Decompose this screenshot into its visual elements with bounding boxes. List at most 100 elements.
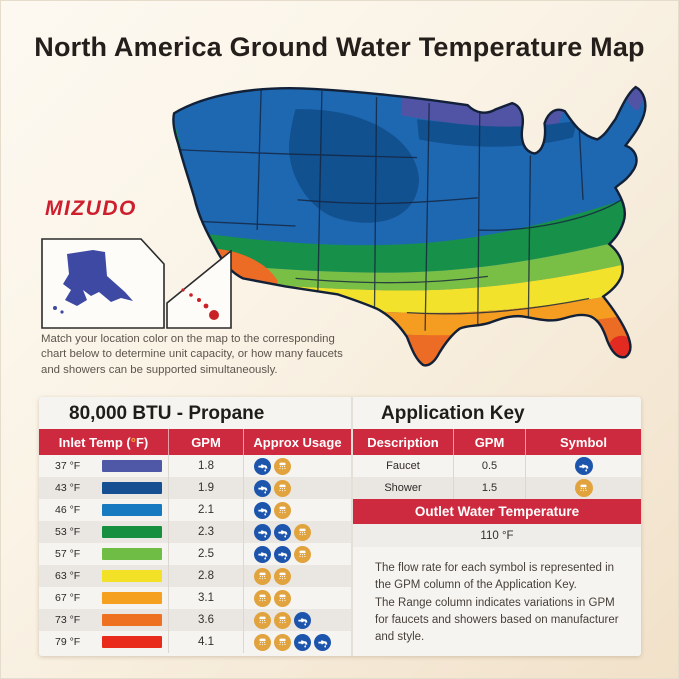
- gpm-cell: 1.9: [169, 477, 244, 499]
- inlet-temp-label: 53 °F: [55, 526, 81, 538]
- inlet-temp-label: 37 °F: [55, 460, 81, 472]
- description-cell: Shower: [353, 477, 454, 499]
- description-cell: Faucet: [353, 455, 454, 477]
- tables-panel: 80,000 BTU - Propane Inlet Temp (° F) GPM…: [39, 397, 641, 656]
- approx-usage-cell: [244, 521, 351, 543]
- capacity-table-row: 79 °F 4.1: [39, 631, 351, 653]
- faucet-icon: [274, 523, 291, 541]
- intro-line: chart below to determine unit capacity, …: [41, 348, 343, 361]
- approx-usage-cell: [244, 543, 351, 565]
- inlet-temp-label: 67 °F: [55, 592, 81, 604]
- intro-text: Match your location color on the map to …: [41, 332, 343, 378]
- inlet-temp-cell: 53 °F: [39, 521, 169, 543]
- intro-line: Match your location color on the map to …: [41, 333, 335, 345]
- temperature-color-swatch: [102, 460, 162, 472]
- temperature-color-swatch: [102, 526, 162, 538]
- gpm-cell: 2.5: [169, 543, 244, 565]
- capacity-table-row: 46 °F 2.1: [39, 499, 351, 521]
- faucet-icon: [314, 633, 331, 651]
- approx-usage-cell: [244, 499, 351, 521]
- brand-logo: MIZUDO: [45, 197, 137, 220]
- temperature-color-swatch: [102, 548, 162, 560]
- faucet-icon: [254, 523, 271, 541]
- alaska-inset-map: [41, 238, 165, 329]
- temperature-color-swatch: [102, 636, 162, 648]
- faucet-icon: [294, 633, 311, 651]
- column-header-description: Description: [353, 429, 454, 455]
- inlet-temp-label: 57 °F: [55, 548, 81, 560]
- approx-usage-cell: [244, 609, 351, 631]
- temperature-color-swatch: [102, 614, 162, 626]
- faucet-icon: [254, 501, 271, 519]
- inlet-temp-label: 79 °F: [55, 636, 81, 648]
- inlet-temp-cell: 67 °F: [39, 587, 169, 609]
- shower-icon: [274, 567, 291, 585]
- capacity-table-header: Inlet Temp (° F) GPM Approx Usage: [39, 429, 351, 455]
- hawaii-inset-map: [166, 250, 232, 329]
- shower-icon: [274, 479, 291, 497]
- inlet-temp-cell: 63 °F: [39, 565, 169, 587]
- capacity-table-row: 43 °F 1.9: [39, 477, 351, 499]
- note-line: The Range column indicates variations in…: [375, 596, 615, 609]
- degree-symbol: °: [130, 434, 136, 450]
- shower-icon: [274, 633, 291, 651]
- gpm-cell: 2.8: [169, 565, 244, 587]
- inlet-temp-cell: 43 °F: [39, 477, 169, 499]
- symbol-cell: [526, 455, 641, 477]
- application-key-title: Application Key: [381, 403, 525, 424]
- shower-icon: [254, 589, 271, 607]
- column-header-inlet-temp: Inlet Temp (° F): [39, 429, 169, 455]
- approx-usage-cell: [244, 565, 351, 587]
- shower-icon: [574, 479, 593, 497]
- application-key-section: Application Key Description GPM Symbol F…: [353, 397, 641, 656]
- inlet-temp-label: 63 °F: [55, 570, 81, 582]
- gpm-cell: 4.1: [169, 631, 244, 653]
- capacity-table-row: 73 °F 3.6: [39, 609, 351, 631]
- outlet-temperature-banner: Outlet Water Temperature: [353, 499, 641, 524]
- capacity-table-title: 80,000 BTU - Propane: [69, 403, 265, 424]
- shower-icon: [254, 633, 271, 651]
- gpm-cell: 3.6: [169, 609, 244, 631]
- shower-icon: [274, 611, 291, 629]
- approx-usage-cell: [244, 587, 351, 609]
- note-line: the GPM column of the Application Key.: [375, 579, 577, 592]
- column-header-symbol: Symbol: [560, 434, 607, 450]
- key-gpm-cell: 0.5: [454, 455, 526, 477]
- column-header-gpm: GPM: [169, 429, 244, 455]
- approx-usage-cell: [244, 455, 351, 477]
- page-title: North America Ground Water Temperature M…: [34, 32, 645, 62]
- application-key-body: Faucet 0.5 Shower 1.5: [353, 455, 641, 499]
- approx-usage-cell: [244, 477, 351, 499]
- gpm-cell: 2.3: [169, 521, 244, 543]
- inlet-temp-cell: 37 °F: [39, 455, 169, 477]
- inlet-temp-label: 43 °F: [55, 482, 81, 494]
- approx-usage-cell: [244, 631, 351, 653]
- faucet-icon: [294, 611, 311, 629]
- shower-icon: [274, 589, 291, 607]
- capacity-table-row: 57 °F 2.5: [39, 543, 351, 565]
- inlet-temp-cell: 79 °F: [39, 631, 169, 653]
- intro-line: and showers can be supported simultaneou…: [41, 363, 278, 376]
- key-gpm-cell: 1.5: [454, 477, 526, 499]
- gpm-cell: 2.1: [169, 499, 244, 521]
- capacity-table-row: 63 °F 2.8: [39, 565, 351, 587]
- gpm-cell: 1.8: [169, 455, 244, 477]
- faucet-icon: [254, 457, 271, 475]
- inlet-temp-cell: 46 °F: [39, 499, 169, 521]
- inlet-temp-label: 46 °F: [55, 504, 81, 516]
- inlet-temp-label: 73 °F: [55, 614, 81, 626]
- application-key-header: Description GPM Symbol: [353, 429, 641, 455]
- capacity-table-row: 37 °F 1.8: [39, 455, 351, 477]
- note-line: for faucets and showers based on manufac…: [375, 613, 619, 626]
- faucet-icon: [274, 545, 291, 563]
- gpm-cell: 3.1: [169, 587, 244, 609]
- temperature-color-swatch: [102, 570, 162, 582]
- shower-icon: [254, 611, 271, 629]
- us-temperature-map: [172, 85, 647, 367]
- capacity-table-row: 67 °F 3.1: [39, 587, 351, 609]
- application-key-row: Faucet 0.5: [353, 455, 641, 477]
- faucet-icon: [254, 545, 271, 563]
- inlet-temp-cell: 73 °F: [39, 609, 169, 631]
- flow-rate-note: The flow rate for each symbol is represe…: [353, 547, 641, 646]
